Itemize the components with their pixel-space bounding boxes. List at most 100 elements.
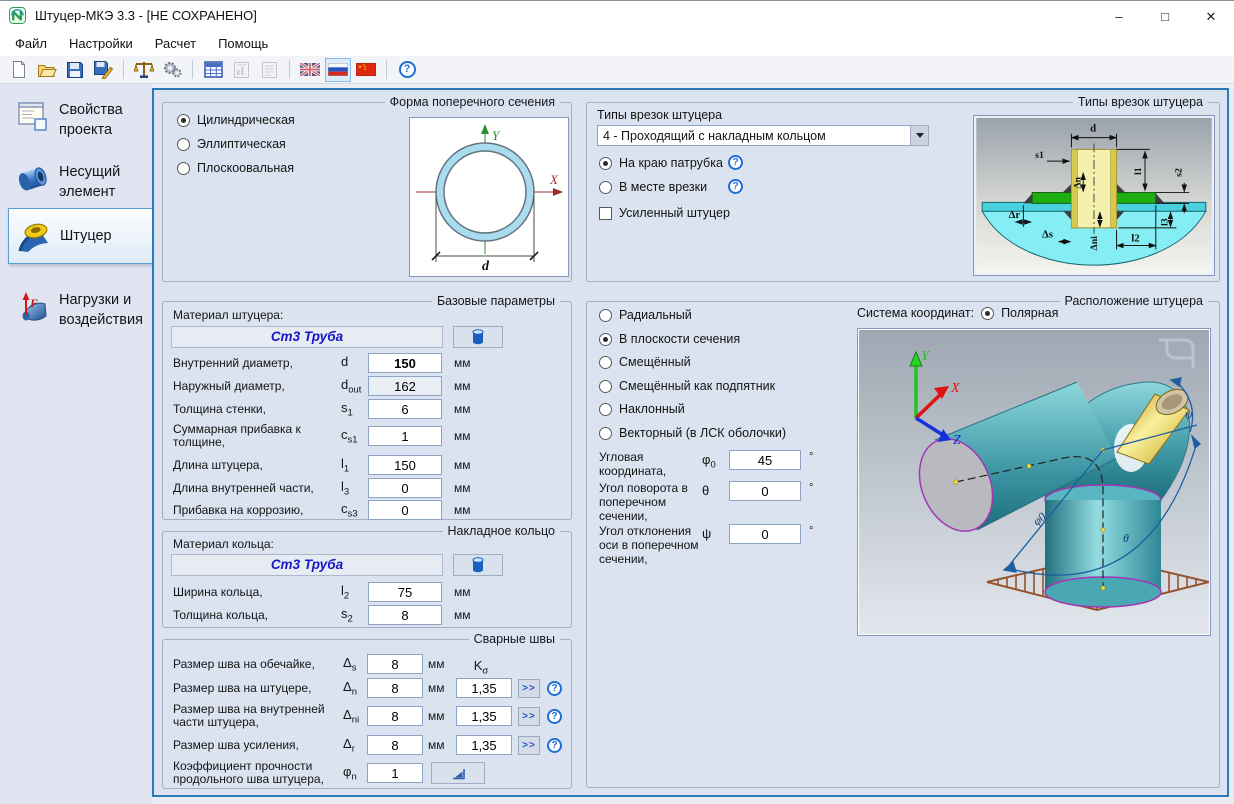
angular-coordinate-input[interactable]: [729, 450, 801, 470]
sidebar-item-bearing-element[interactable]: Несущий элемент: [8, 162, 152, 214]
radio-dot: [981, 307, 994, 320]
new-file-button[interactable]: [6, 58, 32, 82]
param-symbol: Δr: [343, 736, 367, 755]
axis-label-x: X: [549, 172, 559, 187]
param-symbol: s2: [341, 606, 368, 625]
rotation-angle-input[interactable]: [729, 481, 801, 501]
minimize-button[interactable]: –: [1096, 2, 1142, 31]
ring-material-field[interactable]: Ст3 Труба: [171, 554, 443, 576]
param-label: Длина внутренней части,: [173, 482, 341, 495]
radio-at-junction-place[interactable]: В месте врезки: [599, 180, 707, 194]
save-as-button[interactable]: [90, 58, 116, 82]
corrosion-allowance-input[interactable]: [368, 500, 442, 520]
sidebar-item-project-properties[interactable]: Свойства проекта: [8, 100, 152, 152]
param-symbol: ψ: [702, 524, 729, 545]
more-button[interactable]: >>: [518, 679, 540, 698]
ring-width-input[interactable]: [368, 582, 442, 602]
radio-radial[interactable]: Радиальный: [599, 308, 692, 322]
calculate-button[interactable]: [200, 58, 226, 82]
radio-cylindrical[interactable]: Цилиндрическая: [177, 113, 295, 127]
radio-offset-as-support[interactable]: Смещённый как подпятник: [599, 379, 775, 393]
sidebar-item-loads[interactable]: F Нагрузки и воздействия: [8, 290, 152, 342]
menu-file[interactable]: Файл: [4, 32, 58, 55]
radio-dot: [177, 114, 190, 127]
axis-deviation-angle-input[interactable]: [729, 524, 801, 544]
help-icon[interactable]: ?: [728, 179, 743, 194]
help-icon[interactable]: ?: [728, 155, 743, 170]
weld-size-nozzle-input[interactable]: [367, 678, 423, 698]
k-sigma-input[interactable]: [456, 706, 512, 726]
param-label: Размер шва усиления,: [173, 739, 343, 752]
radio-offset[interactable]: Смещённый: [599, 355, 691, 369]
param-unit: мм: [454, 608, 471, 622]
save-floppy-icon: [66, 61, 84, 79]
radio-inclined[interactable]: Наклонный: [599, 402, 685, 416]
radio-dot: [599, 157, 612, 170]
param-label: Размер шва на внутренней части штуцера,: [173, 703, 343, 729]
radio-elliptical[interactable]: Эллиптическая: [177, 137, 286, 151]
weld-seam-icon: [450, 765, 466, 781]
help-icon[interactable]: ?: [547, 709, 562, 724]
param-symbol: φ0: [702, 450, 729, 471]
longitudinal-weld-factor-input[interactable]: [367, 763, 423, 783]
menu-calculation[interactable]: Расчет: [144, 32, 207, 55]
radio-flat-oval[interactable]: Плоскоовальная: [177, 161, 294, 175]
junction-type-combobox[interactable]: 4 - Проходящий с накладным кольцом: [597, 125, 929, 146]
menu-help[interactable]: Помощь: [207, 32, 279, 55]
help-icon[interactable]: ?: [547, 738, 562, 753]
junction-type-label: Типы врезок штуцера: [597, 108, 722, 122]
param-symbol: θ: [702, 481, 729, 502]
language-russian-button[interactable]: [325, 58, 351, 82]
weld-size-reinforce-input[interactable]: [367, 735, 423, 755]
junction-type-diagram: d s1 Δn l1 s2 Δr Δs Δni l2 l3: [973, 115, 1215, 276]
document-icon: [261, 61, 278, 79]
more-button[interactable]: >>: [518, 736, 540, 755]
inner-diameter-input[interactable]: [368, 353, 442, 373]
inner-part-length-input[interactable]: [368, 478, 442, 498]
wall-thickness-input[interactable]: [368, 399, 442, 419]
help-icon: ?: [399, 61, 416, 78]
radio-vector-lcs[interactable]: Векторный (в ЛСК оболочки): [599, 426, 786, 440]
language-english-button[interactable]: [297, 58, 323, 82]
weld-size-inner-input[interactable]: [367, 706, 423, 726]
more-button[interactable]: >>: [518, 707, 540, 726]
open-file-button[interactable]: [34, 58, 60, 82]
param-label: Размер шва на штуцере,: [173, 682, 343, 695]
k-sigma-input[interactable]: [456, 678, 512, 698]
sidebar-item-nozzle[interactable]: Штуцер: [8, 208, 152, 264]
help-icon[interactable]: ?: [547, 681, 562, 696]
k-sigma-input[interactable]: [456, 735, 512, 755]
settings-gears-button[interactable]: [159, 58, 185, 82]
units-scales-button[interactable]: [131, 58, 157, 82]
radio-dot: [177, 162, 190, 175]
new-file-icon: [10, 60, 28, 79]
radio-label: В плоскости сечения: [619, 332, 740, 346]
radio-at-pipe-edge[interactable]: На краю патрубка: [599, 156, 723, 170]
menu-settings[interactable]: Настройки: [58, 32, 144, 55]
material-database-button[interactable]: [453, 326, 503, 348]
nozzle-location-3d-view[interactable]: Y X Z φ0 θ ψ: [857, 328, 1211, 636]
coordinate-system-label: Система координат:: [857, 306, 974, 320]
language-chinese-button[interactable]: [353, 58, 379, 82]
thickness-allowance-input[interactable]: [368, 426, 442, 446]
maximize-button[interactable]: □: [1142, 2, 1188, 31]
combobox-dropdown-button[interactable]: [910, 125, 929, 146]
dim-label: d: [1090, 123, 1096, 135]
save-button[interactable]: [62, 58, 88, 82]
sidebar-item-label: Свойства проекта: [59, 100, 152, 140]
sidebar: Свойства проекта Несущий элемент Штуцер …: [0, 84, 152, 804]
material-database-button[interactable]: [453, 554, 503, 576]
menu-bar: Файл Настройки Расчет Помощь: [0, 30, 1234, 56]
help-button[interactable]: ?: [394, 58, 420, 82]
weld-seam-button[interactable]: [431, 762, 485, 784]
nozzle-material-field[interactable]: Ст3 Труба: [171, 326, 443, 348]
checkbox-reinforced-nozzle[interactable]: Усиленный штуцер: [599, 206, 730, 220]
nozzle-length-input[interactable]: [368, 455, 442, 475]
report-icon: [233, 61, 250, 79]
param-label: Наружный диаметр,: [173, 380, 341, 393]
radio-polar[interactable]: Полярная: [981, 306, 1058, 320]
radio-in-section-plane[interactable]: В плоскости сечения: [599, 332, 740, 346]
weld-size-shell-input[interactable]: [367, 654, 423, 674]
ring-thickness-input[interactable]: [368, 605, 442, 625]
close-button[interactable]: ✕: [1188, 2, 1234, 31]
